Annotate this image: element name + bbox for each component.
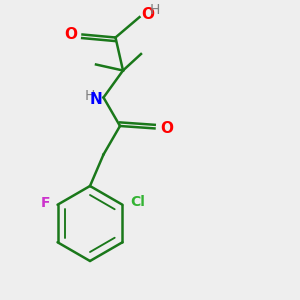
Text: O: O [141, 7, 154, 22]
Text: Cl: Cl [130, 195, 145, 209]
Text: O: O [160, 121, 173, 136]
Text: N: N [89, 92, 102, 106]
Text: F: F [40, 196, 50, 210]
Text: H: H [85, 89, 95, 103]
Text: H: H [149, 3, 160, 16]
Text: O: O [65, 27, 78, 42]
